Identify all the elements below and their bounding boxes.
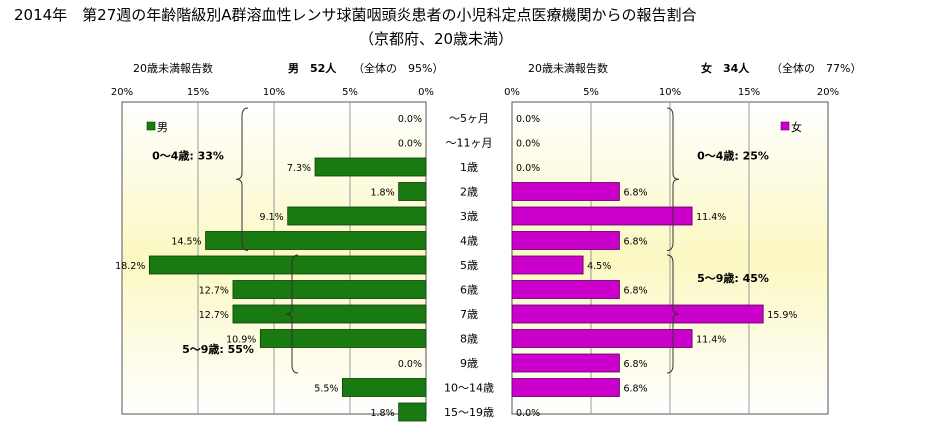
bar-male <box>287 206 427 226</box>
group-label-female-5-9: 5～9歳: 45% <box>697 271 769 285</box>
tick-label-left: 20% <box>111 87 133 98</box>
brace-male-5-9 <box>285 254 299 374</box>
female-header-count: 女 34人 <box>701 61 750 75</box>
data-label-female: 6.8% <box>623 359 647 370</box>
bar-female <box>511 206 693 226</box>
data-label-female: 0.0% <box>516 139 540 150</box>
category-label: 7歳 <box>460 308 478 321</box>
data-label-male: 5.5% <box>314 384 338 395</box>
data-label-male: 1.8% <box>370 188 394 199</box>
bar-male <box>314 157 427 177</box>
bar-female <box>511 353 620 373</box>
bar-male <box>148 255 427 275</box>
male-header-count: 男 52人 <box>288 61 337 75</box>
data-label-female: 15.9% <box>767 310 797 321</box>
data-label-female: 6.8% <box>623 286 647 297</box>
bar-male <box>398 402 427 422</box>
data-label-male: 0.0% <box>398 359 422 370</box>
data-label-female: 6.8% <box>623 188 647 199</box>
category-label: 10～14歳 <box>444 382 494 395</box>
brace-female-0-4 <box>666 107 680 251</box>
brace-female-5-9 <box>666 254 680 374</box>
data-label-male: 18.2% <box>115 261 145 272</box>
legend-swatch-male <box>146 121 156 131</box>
data-label-male: 12.7% <box>199 310 229 321</box>
data-label-female: 4.5% <box>587 261 611 272</box>
bar-female <box>511 329 693 348</box>
data-label-male: 9.1% <box>260 212 284 223</box>
category-label: 2歳 <box>460 186 478 199</box>
category-label: 4歳 <box>460 235 478 248</box>
category-label: 5歳 <box>460 259 478 272</box>
data-label-female: 11.4% <box>696 212 726 223</box>
bar-male <box>341 378 427 397</box>
male-header-label: 20歳未満報告数 <box>133 62 213 75</box>
bar-male <box>232 304 427 324</box>
bar-female <box>511 255 584 275</box>
legend-label-male: 男 <box>157 121 168 134</box>
tick-label-right: 15% <box>738 87 760 98</box>
data-label-male: 12.7% <box>199 286 229 297</box>
data-label-female: 0.0% <box>516 114 540 125</box>
data-label-male: 14.5% <box>171 237 201 248</box>
tick-label-right: 10% <box>659 87 681 98</box>
bar-female <box>511 280 620 299</box>
bar-female <box>511 182 620 201</box>
tick-label-right: 5% <box>583 87 599 98</box>
category-label: 9歳 <box>460 357 478 370</box>
male-header-share: （全体の 95%） <box>353 61 443 75</box>
data-label-male: 0.0% <box>398 139 422 150</box>
data-label-male: 1.8% <box>370 408 394 419</box>
bar-male <box>205 231 427 250</box>
bar-male <box>398 182 427 201</box>
category-label: 15～19歳 <box>444 406 494 419</box>
data-label-male: 7.3% <box>287 163 311 174</box>
category-label: ～5ヶ月 <box>449 112 489 125</box>
legend-label-female: 女 <box>791 120 802 134</box>
category-label: 1歳 <box>460 161 478 174</box>
group-label-male-0-4: 0～4歳: 33% <box>152 149 224 163</box>
brace-male-0-4 <box>235 107 249 251</box>
bar-female <box>511 231 620 250</box>
chart-title: 2014年 第27週の年齢階級別A群溶血性レンサ球菌咽頭炎患者の小児科定点医療機… <box>14 6 697 24</box>
category-label: 6歳 <box>460 284 478 297</box>
tick-label-left: 10% <box>263 87 285 98</box>
bar-male <box>259 329 427 348</box>
category-label: 3歳 <box>460 210 478 223</box>
data-label-female: 6.8% <box>623 384 647 395</box>
group-label-female-0-4: 0～4歳: 25% <box>697 149 769 163</box>
female-header-share: （全体の 77%） <box>771 61 861 75</box>
data-label-female: 6.8% <box>623 237 647 248</box>
chart-subtitle: （京都府、20歳未満） <box>359 30 513 48</box>
group-label-male-5-9: 5～9歳: 55% <box>182 342 254 356</box>
tick-label-left: 15% <box>187 87 209 98</box>
data-label-male: 10.9% <box>226 335 256 346</box>
female-header-label: 20歳未満報告数 <box>528 62 608 75</box>
tick-label-right: 20% <box>817 87 839 98</box>
tick-label-left: 0% <box>418 87 434 98</box>
data-label-female: 0.0% <box>516 163 540 174</box>
category-label: ～11ヶ月 <box>446 137 493 150</box>
data-label-male: 0.0% <box>398 114 422 125</box>
data-label-female: 11.4% <box>696 335 726 346</box>
bar-female <box>511 304 764 324</box>
legend-swatch-female <box>780 121 790 131</box>
data-label-female: 0.0% <box>516 408 540 419</box>
bar-male <box>232 280 427 299</box>
category-label: 8歳 <box>460 333 478 346</box>
tick-label-right: 0% <box>504 87 520 98</box>
bar-female <box>511 378 620 397</box>
tick-label-left: 5% <box>342 87 358 98</box>
